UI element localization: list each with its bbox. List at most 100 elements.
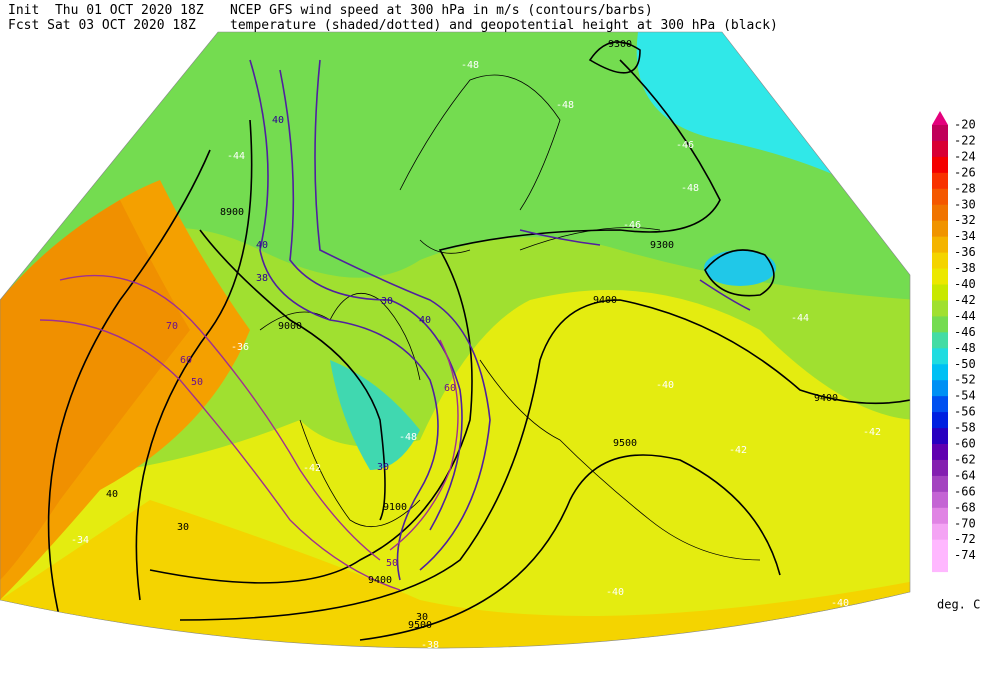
- contour-label: 38: [256, 273, 268, 284]
- contour-label: 60: [180, 355, 192, 366]
- colorbar-label: -28: [954, 181, 976, 195]
- colorbar-label: -22: [954, 133, 976, 147]
- temperature-shading: [0, 200, 190, 580]
- colorbar-label: -56: [954, 405, 976, 419]
- colorbar-label: -40: [954, 277, 976, 291]
- colorbar-label: -64: [954, 468, 976, 482]
- colorbar-swatch: [932, 236, 948, 254]
- colorbar-label: -46: [954, 325, 976, 339]
- contour-label: -40: [606, 587, 624, 598]
- temperature-shading: [330, 360, 420, 470]
- contour-label: -48: [461, 60, 479, 71]
- colorbar-swatch: [932, 491, 948, 509]
- colorbar: -20-22 -24 -26 -28 -30 -32 -34 -36 -38 -40 -42 -44 -…: [932, 111, 976, 573]
- wind-contour: [59, 274, 381, 561]
- contour-label: -44: [791, 313, 809, 324]
- height-contour: [149, 59, 721, 584]
- colorbar-swatch: [932, 284, 948, 301]
- contour-label: -40: [656, 380, 674, 391]
- colorbar-label: -62: [954, 452, 976, 466]
- wind-contour: [389, 339, 459, 551]
- forecast-time: Fcst Sat 03 OCT 2020 18Z: [8, 18, 196, 33]
- colorbar-swatch: [932, 125, 948, 142]
- height-contour: [179, 299, 910, 621]
- contour-label: 9300: [650, 240, 674, 251]
- colorbar-swatch: [932, 444, 948, 461]
- contour-label: 40: [272, 115, 284, 126]
- contour-label: -48: [681, 183, 699, 194]
- contour-label: 50: [386, 558, 398, 569]
- contour-label: 9300: [608, 39, 632, 50]
- contour-label: -40: [831, 598, 849, 609]
- contour-label: 30: [377, 462, 389, 473]
- contour-label: 9400: [814, 393, 838, 404]
- colorbar-swatch: [932, 332, 948, 349]
- title-line-2: temperature (shaded/dotted) and geopoten…: [230, 18, 778, 33]
- legend-unit: deg. C: [937, 598, 980, 612]
- colorbar-label: -48: [954, 341, 976, 355]
- colorbar-label: -44: [954, 309, 976, 323]
- contour-label: 30: [381, 296, 393, 307]
- map-border: [0, 31, 911, 649]
- colorbar-swatch: [932, 220, 948, 238]
- wind-contour: [519, 229, 751, 311]
- contour-label: 8900: [220, 207, 244, 218]
- contour-label: 30: [416, 612, 428, 623]
- colorbar-label: -20: [954, 118, 976, 132]
- colorbar-label: -68: [954, 500, 976, 514]
- colorbar-swatch: [932, 188, 948, 206]
- colorbar-swatch: [932, 156, 948, 174]
- coastline: [259, 74, 761, 561]
- contour-label: -38: [421, 640, 439, 651]
- colorbar-swatch: [932, 348, 948, 365]
- colorbar-swatch: [932, 364, 948, 381]
- colorbar-label: -30: [954, 197, 976, 211]
- height-contour: [359, 454, 781, 641]
- contour-label: 9400: [368, 575, 392, 586]
- colorbar-swatch: [932, 396, 948, 413]
- contour-label: -46: [623, 220, 641, 231]
- temperature-shading: [0, 500, 910, 649]
- colorbar-label: -42: [954, 293, 976, 307]
- colorbar-swatch: [932, 268, 948, 285]
- colorbar-label: -50: [954, 357, 976, 371]
- cold-core: [704, 250, 776, 286]
- colorbar-label: -66: [954, 484, 976, 498]
- colorbar-swatch: [932, 523, 948, 541]
- title-line-1: NCEP GFS wind speed at 300 hPa in m/s (c…: [230, 3, 653, 18]
- height-contour: [199, 229, 386, 521]
- colorbar-swatch: [932, 459, 948, 477]
- contour-label: -48: [399, 432, 417, 443]
- contour-label: -36: [231, 342, 249, 353]
- contour-label: -44: [227, 151, 245, 162]
- contour-label: 40: [419, 315, 431, 326]
- contour-label: 9000: [278, 321, 302, 332]
- contour-label: 70: [166, 321, 178, 332]
- colorbar-swatch: [932, 475, 948, 493]
- contour-label: -46: [676, 140, 694, 151]
- colorbar-label: -52: [954, 373, 976, 387]
- colorbar-swatch: [932, 172, 948, 190]
- contour-label: -42: [303, 463, 321, 474]
- contour-label: 30: [177, 522, 189, 533]
- colorbar-label: -36: [954, 245, 976, 259]
- height-contour: [704, 249, 775, 297]
- colorbar-label: -72: [954, 532, 976, 546]
- colorbar-swatch: [932, 380, 948, 397]
- colorbar-swatch: [932, 412, 948, 429]
- colorbar-label: -54: [954, 389, 976, 403]
- colorbar-label: -58: [954, 421, 976, 435]
- wind-contour: [279, 69, 463, 531]
- contour-label: -42: [729, 445, 747, 456]
- init-time: Init Thu 01 OCT 2020 18Z: [8, 3, 204, 18]
- colorbar-label: -26: [954, 165, 976, 179]
- colorbar-swatch: [932, 252, 948, 270]
- colorbar-swatch: [932, 428, 948, 445]
- colorbar-swatch: [932, 140, 948, 158]
- map-labels: 9300 8900 9400 9500 9000 9100 9300 9400 9500 9400…: [71, 39, 881, 651]
- colorbar-label: -32: [954, 213, 976, 227]
- colorbar-label: -74: [954, 548, 976, 562]
- contour-label: 60: [444, 383, 456, 394]
- colorbar-label: -60: [954, 437, 976, 451]
